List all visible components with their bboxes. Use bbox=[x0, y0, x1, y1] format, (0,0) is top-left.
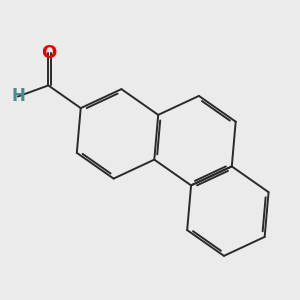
Text: H: H bbox=[11, 88, 25, 106]
Text: O: O bbox=[41, 44, 56, 62]
